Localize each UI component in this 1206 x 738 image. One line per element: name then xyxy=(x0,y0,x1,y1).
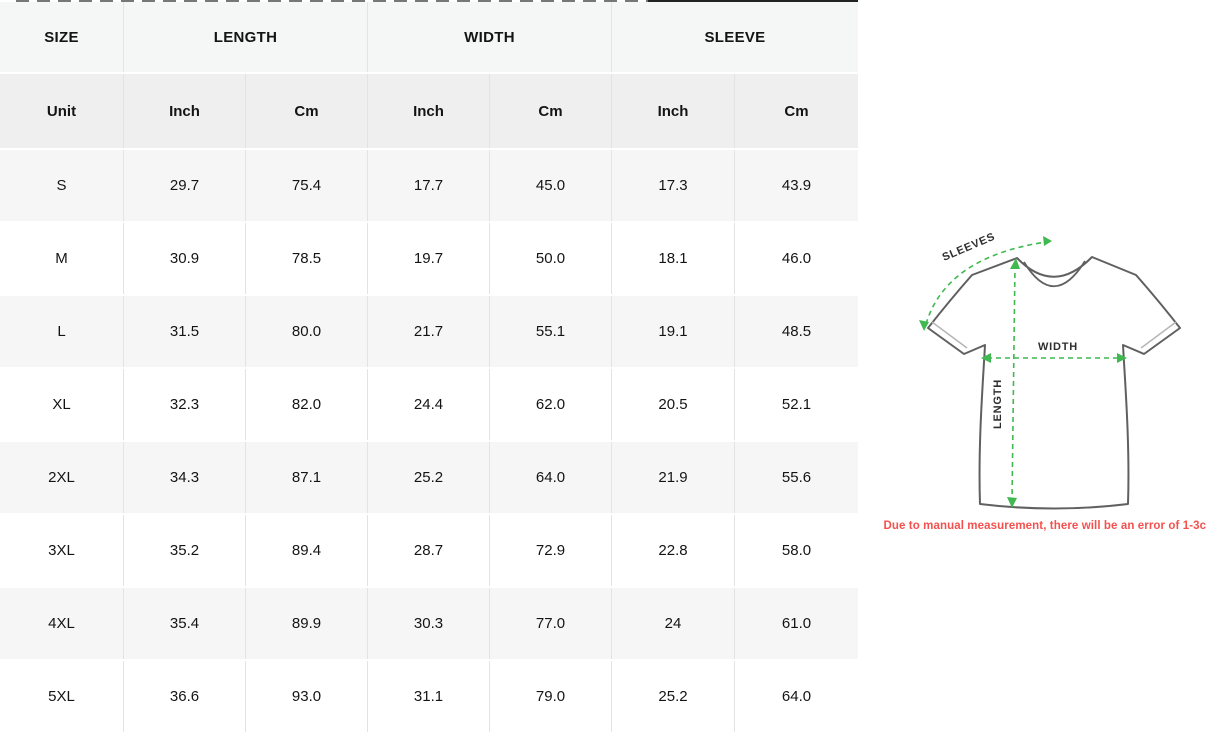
value-cell: 75.4 xyxy=(246,150,368,221)
value-cell: 24.4 xyxy=(368,369,490,440)
value-cell: 77.0 xyxy=(490,588,612,659)
value-cell: 93.0 xyxy=(246,661,368,732)
length-arrow: LENGTH xyxy=(992,258,1020,508)
value-cell: 25.2 xyxy=(612,661,735,732)
value-cell: 31.1 xyxy=(368,661,490,732)
size-cell: 3XL xyxy=(0,515,124,586)
value-cell: 17.7 xyxy=(368,150,490,221)
table-row: XL 32.3 82.0 24.4 62.0 20.5 52.1 xyxy=(0,369,858,440)
table-row: M 30.9 78.5 19.7 50.0 18.1 46.0 xyxy=(0,223,858,294)
width-label: WIDTH xyxy=(1038,341,1078,353)
size-cell: M xyxy=(0,223,124,294)
unit-header-row: Unit Inch Cm Inch Cm Inch Cm xyxy=(0,74,858,148)
table-row: 2XL 34.3 87.1 25.2 64.0 21.9 55.6 xyxy=(0,442,858,513)
width-arrow: WIDTH xyxy=(981,341,1127,363)
value-cell: 19.1 xyxy=(612,296,735,367)
value-cell: 55.6 xyxy=(781,469,812,486)
tshirt-outline xyxy=(927,256,1181,510)
value-cell: 64.0 xyxy=(781,688,812,705)
value-cell: 36.6 xyxy=(124,661,246,732)
value-cell: 34.3 xyxy=(124,442,246,513)
value-cell: 21.9 xyxy=(612,442,735,513)
value-cell: 22.8 xyxy=(612,515,735,586)
value-cell: 25.2 xyxy=(368,442,490,513)
cropped-text-artifact xyxy=(16,0,648,2)
table-row: 4XL 35.4 89.9 30.3 77.0 24 61.0 xyxy=(0,588,858,659)
unit-label: Unit xyxy=(0,74,124,148)
value-cell: 58.0 xyxy=(781,542,812,559)
table-row: 3XL 35.2 89.4 28.7 72.9 22.8 58.0 xyxy=(0,515,858,586)
value-cell: 46.0 xyxy=(781,250,812,267)
length-label: LENGTH xyxy=(992,379,1004,429)
size-cell: 2XL xyxy=(0,442,124,513)
size-cell: XL xyxy=(0,369,124,440)
col-header-sleeve: SLEEVE xyxy=(704,28,766,46)
unit-width-inch: Inch xyxy=(368,74,490,148)
value-cell: 17.3 xyxy=(612,150,735,221)
value-cell: 87.1 xyxy=(246,442,368,513)
value-cell: 29.7 xyxy=(124,150,246,221)
value-cell: 20.5 xyxy=(612,369,735,440)
group-header-row: SIZE LENGTH WIDTH SLEEVE xyxy=(0,2,858,72)
col-header-size: SIZE xyxy=(0,2,124,72)
value-cell: 62.0 xyxy=(490,369,612,440)
sleeves-label: SLEEVES xyxy=(941,231,998,264)
value-cell: 64.0 xyxy=(490,442,612,513)
table-row: L 31.5 80.0 21.7 55.1 19.1 48.5 xyxy=(0,296,858,367)
value-cell: 45.0 xyxy=(490,150,612,221)
value-cell: 52.1 xyxy=(781,396,812,413)
value-cell: 35.2 xyxy=(124,515,246,586)
value-cell: 78.5 xyxy=(246,223,368,294)
value-cell: 80.0 xyxy=(246,296,368,367)
value-cell: 28.7 xyxy=(368,515,490,586)
value-cell: 50.0 xyxy=(490,223,612,294)
value-cell: 30.3 xyxy=(368,588,490,659)
value-cell: 18.1 xyxy=(612,223,735,294)
measurement-error-note: Due to manual measurement, there will be… xyxy=(883,520,1206,532)
value-cell: 24 xyxy=(612,588,735,659)
value-cell: 35.4 xyxy=(124,588,246,659)
unit-sleeve-inch: Inch xyxy=(612,74,735,148)
value-cell: 82.0 xyxy=(246,369,368,440)
size-cell: L xyxy=(0,296,124,367)
value-cell: 30.9 xyxy=(124,223,246,294)
unit-length-cm: Cm xyxy=(246,74,368,148)
col-header-length: LENGTH xyxy=(124,2,368,72)
unit-length-inch: Inch xyxy=(124,74,246,148)
value-cell: 55.1 xyxy=(490,296,612,367)
value-cell: 21.7 xyxy=(368,296,490,367)
value-cell: 89.9 xyxy=(246,588,368,659)
table-row: S 29.7 75.4 17.7 45.0 17.3 43.9 xyxy=(0,150,858,221)
value-cell: 61.0 xyxy=(781,615,812,632)
value-cell: 48.5 xyxy=(781,323,812,340)
size-cell: 5XL xyxy=(0,661,124,732)
unit-sleeve-cm: Cm xyxy=(784,102,809,120)
value-cell: 89.4 xyxy=(246,515,368,586)
value-cell: 72.9 xyxy=(490,515,612,586)
value-cell: 31.5 xyxy=(124,296,246,367)
unit-width-cm: Cm xyxy=(490,74,612,148)
value-cell: 32.3 xyxy=(124,369,246,440)
size-chart-table: SIZE LENGTH WIDTH SLEEVE Unit Inch Cm In… xyxy=(0,2,858,734)
value-cell: 43.9 xyxy=(781,177,812,194)
table-row: 5XL 36.6 93.0 31.1 79.0 25.2 64.0 xyxy=(0,661,858,732)
size-cell: S xyxy=(0,150,124,221)
size-cell: 4XL xyxy=(0,588,124,659)
value-cell: 19.7 xyxy=(368,223,490,294)
col-header-width: WIDTH xyxy=(368,2,612,72)
tshirt-measurement-diagram: LENGTH WIDTH SLEEVES xyxy=(919,231,1181,510)
value-cell: 79.0 xyxy=(490,661,612,732)
